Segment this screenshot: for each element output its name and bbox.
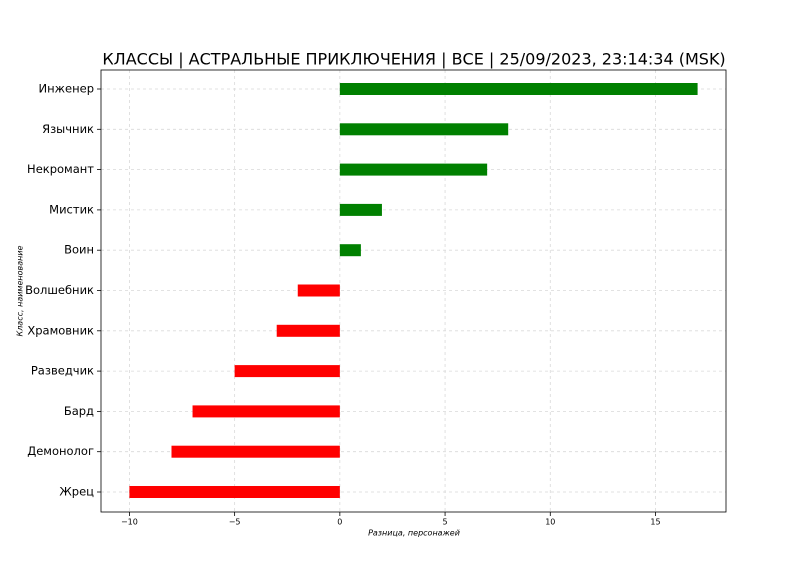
bar [171,445,340,458]
x-tick-label: 15 [650,518,660,527]
bar [129,486,340,498]
y-tick-label: Демонолог [27,444,94,458]
x-tick-label: −5 [229,518,241,527]
chart-title: КЛАССЫ | АСТРАЛЬНЫЕ ПРИКЛЮЧЕНИЯ | ВСЕ | … [102,50,725,69]
bar [276,324,340,337]
x-axis-label: Разница, персонажей [368,529,460,538]
y-tick-label: Жрец [59,485,94,499]
y-tick-label: Язычник [42,122,94,136]
y-tick-label: Храмовник [27,323,94,337]
bar [339,83,698,95]
y-tick-label: Бард [64,404,94,418]
plot-frame [100,69,727,513]
x-tick-label: 5 [443,518,448,527]
y-tick-label: Воин [64,243,94,257]
bar [339,244,361,257]
y-tick-label: Инженер [39,82,94,96]
bar [339,123,509,136]
x-tick-label: 10 [545,518,555,527]
y-tick-label: Некромант [27,162,94,176]
y-tick-label: Волшебник [25,283,94,297]
bar [339,163,488,176]
bar [297,284,340,297]
x-tick-label: −10 [121,518,138,527]
bar [192,405,340,418]
bar [339,203,382,216]
y-tick-label: Разведчик [31,364,94,378]
y-tick-label: Мистик [49,202,94,216]
y-axis-label: Класс, наименование [16,245,25,336]
bar [234,365,340,378]
x-tick-label: 0 [337,518,342,527]
